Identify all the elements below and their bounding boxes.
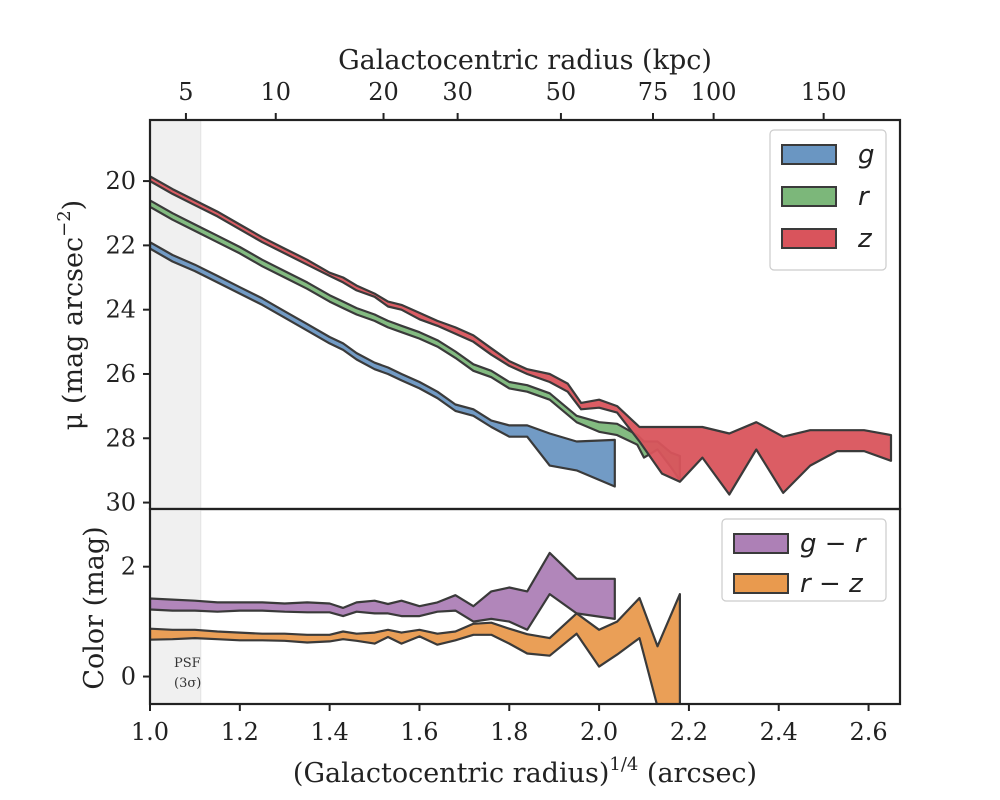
surface-brightness-panel: 20 22 24 26 28 30 grz [105, 118, 902, 517]
series-band-r [150, 199, 681, 482]
psf-label-line2: (3σ) [174, 676, 201, 691]
y-tick-label: 2 [121, 553, 136, 581]
legend-label: r [858, 182, 871, 212]
x-tick-label: 2.6 [849, 718, 887, 746]
top-y-axis-title-main: μ (mag arcsec [58, 237, 89, 430]
top-axis: 5 10 20 30 50 75 100 150 [178, 78, 847, 120]
legend-swatch [781, 144, 837, 165]
top-tick-label: 10 [260, 78, 291, 106]
x-tick-label: 1.4 [311, 718, 349, 746]
panel-frame [148, 507, 902, 706]
legend: g − r r − z [721, 518, 887, 602]
x-axis-title-suffix: (arcsec) [638, 758, 757, 789]
top-tick-label: 30 [442, 78, 473, 106]
x-tick-label: 1.2 [221, 718, 259, 746]
y-tick-label: 28 [105, 424, 136, 452]
top-y-axis-title-sup: −2 [54, 210, 75, 237]
panel-bands [150, 551, 681, 704]
x-tick-label: 2.2 [670, 718, 708, 746]
x-axis-title-main: (Galactocentric radius) [293, 758, 609, 789]
y-tick-label: 20 [105, 167, 136, 195]
series-band-z [150, 175, 893, 496]
x-axis-title: (Galactocentric radius)1/4 (arcsec) [293, 754, 757, 789]
legend-swatch [781, 228, 837, 249]
x-tick-label: 2.4 [760, 718, 798, 746]
x-tick-label: 2.0 [580, 718, 618, 746]
top-tick-label: 150 [801, 78, 847, 106]
y-tick-label: 0 [121, 663, 136, 691]
series-band-r-z [150, 593, 681, 704]
y-tick-label: 22 [105, 231, 136, 259]
legend-label: g − r [800, 529, 868, 559]
top-tick-label: 75 [638, 78, 669, 106]
color-panel: 0 2 g − r r − z [121, 507, 902, 706]
legend: grz [769, 129, 887, 271]
legend-label: r − z [800, 569, 864, 599]
bottom-y-axis-title: Color (mag) [79, 526, 110, 689]
top-tick-label: 20 [368, 78, 399, 106]
y-tick-label: 26 [105, 360, 136, 388]
x-axis-title-sup: 1/4 [609, 754, 638, 775]
top-tick-label: 50 [546, 78, 577, 106]
top-y-axis-title-suffix: ) [58, 200, 89, 211]
x-tick-label: 1.0 [131, 718, 169, 746]
x-tick-label: 1.8 [490, 718, 528, 746]
psf-region-band [149, 119, 202, 510]
legend-label: z [857, 224, 873, 254]
legend-swatch [781, 186, 837, 207]
top-y-axis-title: μ (mag arcsec−2) [54, 200, 89, 430]
y-tick-label: 30 [105, 489, 136, 517]
legend-swatch [733, 573, 789, 594]
x-tick-label: 1.6 [400, 718, 438, 746]
legend-swatch [733, 533, 789, 554]
y-tick-label: 24 [105, 296, 136, 324]
series-band-g-r [150, 551, 616, 631]
legend-label: g [858, 140, 875, 170]
top-tick-label: 5 [178, 78, 193, 106]
top-tick-label: 100 [691, 78, 737, 106]
psf-label-line1: PSF [174, 656, 201, 671]
panel-bands [150, 175, 893, 496]
series-band-g [150, 241, 616, 488]
top-axis-title: Galactocentric radius (kpc) [338, 45, 712, 76]
bottom-axis: 1.0 1.2 1.4 1.6 1.8 2.0 2.2 2.4 2.6 [131, 704, 888, 746]
